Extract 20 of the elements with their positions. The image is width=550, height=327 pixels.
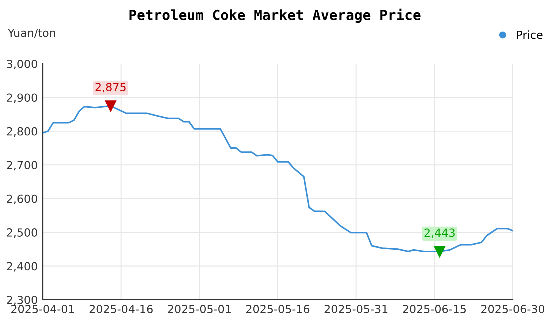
y-tick-label: 2,300	[7, 296, 38, 306]
y-tick-label: 2,800	[7, 127, 38, 137]
y-tick-label: 2,600	[7, 194, 38, 204]
chart-title: Petroleum Coke Market Average Price	[130, 8, 421, 24]
y-tick-label: 2,700	[7, 161, 38, 171]
x-tick-label: 2025-05-31	[324, 305, 388, 314]
y-tick-label: 2,500	[7, 228, 38, 238]
annotation: 2,875	[96, 83, 126, 93]
annotation: 2,443	[424, 228, 455, 238]
x-tick-label: 2025-05-01	[168, 305, 231, 314]
x-tick-label: 2025-04-01	[12, 305, 74, 314]
x-tick-label: 2025-04-16	[90, 305, 153, 314]
y-tick-label: 3,000	[7, 60, 38, 70]
x-tick-label: 2025-06-30	[482, 305, 545, 314]
legend-label: Price	[517, 30, 543, 40]
x-tick-label: 2025-06-15	[403, 305, 466, 314]
y-tick-label: 2,900	[7, 94, 38, 104]
y-tick-label: 2,400	[7, 262, 38, 272]
x-tick-label: 2025-05-16	[246, 305, 310, 314]
y-axis-title: Yuan/ton	[8, 28, 56, 38]
